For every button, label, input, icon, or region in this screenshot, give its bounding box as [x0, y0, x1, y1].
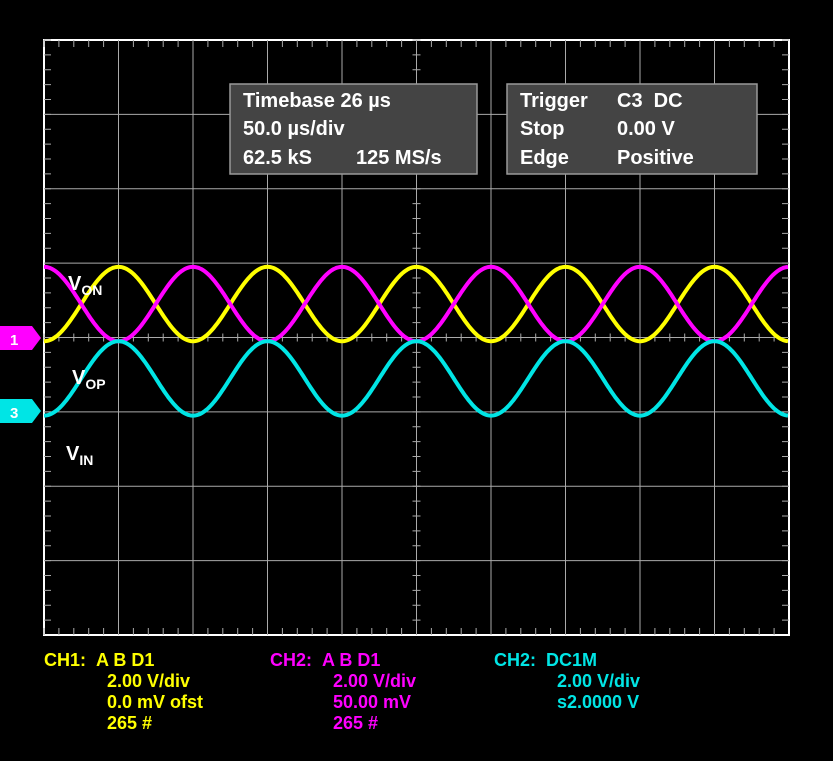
- trigger-label: Trigger: [520, 90, 588, 112]
- trigger-info-box: Trigger C3 DC Stop 0.00 V Edge Positive: [506, 83, 758, 175]
- ch3-scale: 2.00 V/div: [557, 671, 641, 691]
- ch3-coupling: DC1M: [546, 650, 598, 670]
- ch3-offset: s2.0000 V: [557, 692, 640, 712]
- label-vop: VOP: [72, 367, 106, 392]
- stop-value: 0.00 V: [617, 118, 675, 140]
- edge-value: Positive: [617, 147, 694, 169]
- timebase-line2: 50.0 µs/div: [243, 118, 345, 140]
- channel-3-readout: CH2: DC1M 2.00 V/div s2.0000 V: [494, 650, 640, 713]
- ch2-offset: 50.00 mV: [333, 692, 412, 712]
- ch3-header: CH2:: [494, 650, 537, 670]
- ch1-scale: 2.00 V/div: [107, 671, 191, 691]
- ch2-scale: 2.00 V/div: [333, 671, 417, 691]
- ch1-offset: 0.0 mV ofst: [107, 692, 204, 712]
- label-von: VON: [68, 273, 102, 298]
- channel-3-marker[interactable]: 3: [0, 399, 41, 423]
- svg-text:1: 1: [10, 332, 18, 349]
- ch2-source: A B D1: [322, 650, 381, 670]
- channel-1-marker[interactable]: 1: [0, 326, 41, 350]
- trace-vin: [43, 339, 789, 418]
- channel-2-readout: CH2: A B D1 2.00 V/div 50.00 mV 265 #: [270, 650, 416, 734]
- trace-von: [43, 264, 789, 344]
- ch1-header: CH1:: [44, 650, 87, 670]
- svg-text:3: 3: [10, 405, 18, 422]
- label-vin: VIN: [66, 443, 93, 468]
- ch1-count: 265 #: [107, 713, 153, 733]
- ch1-source: A B D1: [96, 650, 155, 670]
- edge-label: Edge: [520, 147, 569, 169]
- ch2-count: 265 #: [333, 713, 379, 733]
- trigger-value: C3 DC: [617, 90, 683, 112]
- timebase-info-box: Timebase 26 µs 50.0 µs/div 62.5 kS 125 M…: [229, 83, 478, 175]
- channel-1-readout: CH1: A B D1 2.00 V/div 0.0 mV ofst 265 #: [44, 650, 203, 734]
- ch2-header: CH2:: [270, 650, 313, 670]
- timebase-line1: Timebase 26 µs: [243, 90, 391, 112]
- timebase-samples: 62.5 kS: [243, 147, 312, 169]
- timebase-rate: 125 MS/s: [356, 147, 442, 169]
- stop-label: Stop: [520, 118, 564, 140]
